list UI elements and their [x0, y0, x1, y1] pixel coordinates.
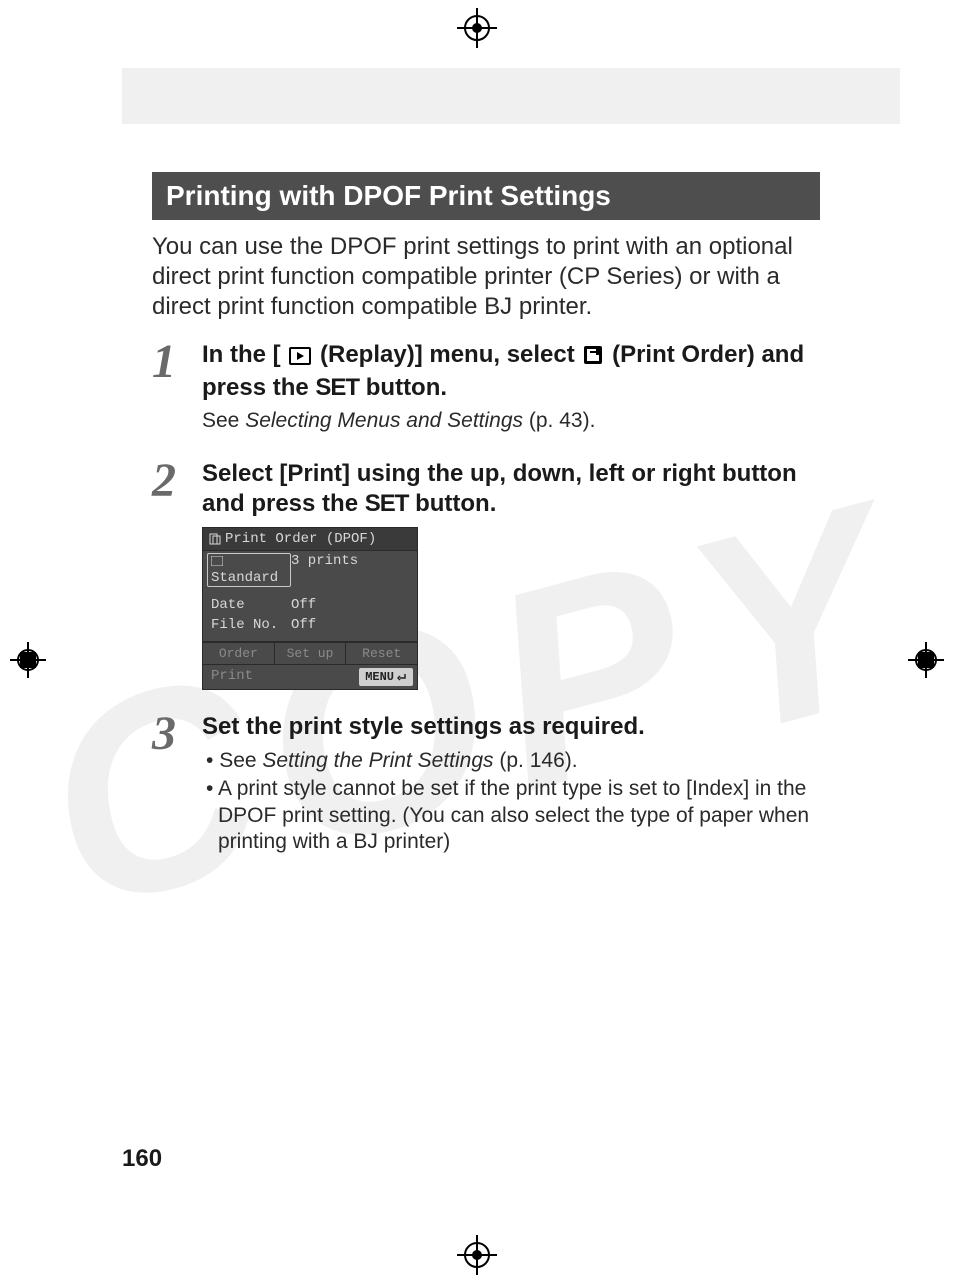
step-1-note: See Selecting Menus and Settings (p. 43)…: [202, 409, 820, 433]
reference-link: Selecting Menus and Settings: [245, 409, 523, 432]
lcd-row-standard: Standard 3 prints: [203, 551, 417, 589]
lcd-tab-setup: Set up: [275, 643, 347, 664]
step-1-heading: In the [ (Replay)] menu, select (Print O…: [202, 340, 820, 403]
lcd-title-text: Print Order (DPOF): [225, 531, 376, 547]
text: See: [202, 409, 245, 432]
return-icon: [397, 672, 407, 682]
bullet-item: A print style cannot be set if the print…: [206, 776, 820, 855]
text: Standard: [211, 570, 278, 586]
text: (p. 43).: [523, 409, 595, 432]
section-title: Printing with DPOF Print Settings: [152, 172, 820, 220]
lcd-row-date: Date Off: [203, 595, 417, 615]
intro-paragraph: You can use the DPOF print settings to p…: [152, 232, 820, 322]
lcd-tab-reset: Reset: [346, 643, 417, 664]
step-2: 2 Select [Print] using the up, down, lef…: [152, 459, 820, 690]
page-number: 160: [122, 1145, 162, 1173]
text: 3 prints: [291, 553, 358, 587]
lcd-title: Print Order (DPOF): [203, 528, 417, 551]
lcd-row-fileno: File No. Off: [203, 615, 417, 635]
text: (Replay)] menu, select: [320, 341, 581, 368]
set-button-label: SET: [315, 374, 359, 401]
standard-mini-icon: [211, 556, 223, 566]
text: MENU: [365, 670, 394, 684]
step-3-heading: Set the print style settings as required…: [202, 712, 820, 742]
reference-link: Setting the Print Settings: [262, 749, 493, 772]
registration-mark-left: [8, 640, 48, 680]
text: Select [Print] using the up, down, left …: [202, 460, 797, 517]
lcd-print-label: Print: [203, 665, 359, 689]
step-1: 1 In the [ (Replay)] menu, select (Print…: [152, 340, 820, 445]
text: (p. 146).: [494, 749, 578, 772]
lcd-tab-order: Order: [203, 643, 275, 664]
page-content: Printing with DPOF Print Settings You ca…: [152, 172, 820, 871]
lcd-bottom: Print MENU: [203, 664, 417, 689]
text: See: [219, 749, 262, 772]
text: File No.: [211, 617, 291, 633]
replay-icon: [289, 343, 311, 373]
step-number: 3: [152, 712, 202, 857]
bullet-item: See Setting the Print Settings (p. 146).: [206, 748, 820, 774]
text: button.: [415, 490, 496, 517]
print-order-icon: [583, 343, 603, 373]
text: In the [: [202, 341, 281, 368]
text: Off: [291, 597, 316, 613]
step-2-heading: Select [Print] using the up, down, left …: [202, 459, 820, 519]
registration-mark-top: [457, 8, 497, 48]
text: Date: [211, 597, 291, 613]
print-order-mini-icon: [209, 533, 221, 545]
step-number: 1: [152, 340, 202, 445]
registration-mark-right: [906, 640, 946, 680]
step-3-bullets: See Setting the Print Settings (p. 146).…: [202, 748, 820, 855]
text: button.: [366, 374, 447, 401]
registration-mark-bottom: [457, 1235, 497, 1275]
text: Off: [291, 617, 316, 633]
step-number: 2: [152, 459, 202, 690]
lcd-tabs: Order Set up Reset: [203, 641, 417, 664]
page-header-bar: [122, 68, 900, 124]
lcd-menu-button: MENU: [359, 668, 413, 686]
set-button-label: SET: [365, 490, 409, 517]
lcd-screenshot: Print Order (DPOF) Standard 3 prints Dat…: [202, 527, 418, 690]
step-3: 3 Set the print style settings as requir…: [152, 712, 820, 857]
